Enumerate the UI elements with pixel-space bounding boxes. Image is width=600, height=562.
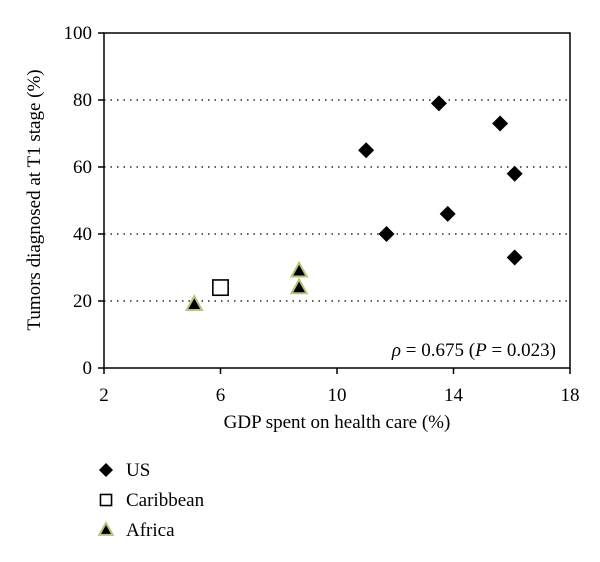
x-tick-label: 6 [216, 385, 226, 406]
y-tick-label: 80 [73, 90, 92, 111]
annotation-p: P [474, 340, 487, 361]
correlation-annotation: ρ = 0.675 (P = 0.023) [391, 340, 556, 361]
annotation-rho: ρ [391, 340, 401, 361]
data-point-us [439, 205, 456, 222]
annotation-eq: = 0.675 ( [401, 340, 475, 361]
y-tick-label: 60 [73, 157, 92, 178]
legend-marker-africa [97, 520, 115, 536]
data-point-us [506, 165, 523, 182]
series-us [358, 95, 523, 266]
x-tick-labels: 2 6 10 14 18 [99, 385, 579, 406]
legend-label-africa: Africa [126, 520, 175, 541]
x-tick-label: 18 [561, 385, 580, 406]
legend: US Caribbean Africa [97, 460, 205, 541]
y-tick-label: 0 [83, 358, 93, 379]
data-point-africa [184, 294, 204, 311]
annotation-rest: = 0.023) [487, 340, 556, 361]
y-tick-label: 100 [64, 23, 93, 44]
y-tick-label: 20 [73, 291, 92, 312]
legend-label-us: US [126, 460, 150, 481]
legend-label-caribbean: Caribbean [126, 490, 205, 511]
data-point-caribbean [212, 279, 229, 297]
plot-frame [103, 32, 571, 369]
x-tick-label: 2 [99, 385, 109, 406]
data-point-us [378, 226, 395, 242]
data-point-africa [289, 277, 309, 295]
x-tick-label: 10 [328, 385, 347, 406]
data-point-us [492, 115, 509, 132]
y-tick-labels: 0 20 40 60 80 100 [64, 23, 93, 379]
data-point-us [430, 95, 447, 112]
series-caribbean [212, 279, 229, 297]
legend-marker-caribbean [99, 493, 113, 507]
legend-marker-us [99, 463, 113, 477]
y-axis-label: Tumors diagnosed at T1 stage (%) [24, 69, 45, 330]
data-point-us [358, 142, 375, 159]
axes [98, 32, 571, 374]
y-tick-label: 40 [73, 224, 92, 245]
data-point-africa [289, 260, 309, 278]
x-tick-label: 14 [444, 385, 464, 406]
data-points [184, 95, 523, 311]
x-axis-label: GDP spent on health care (%) [224, 412, 451, 433]
data-point-us [506, 249, 523, 266]
series-africa [184, 260, 309, 311]
